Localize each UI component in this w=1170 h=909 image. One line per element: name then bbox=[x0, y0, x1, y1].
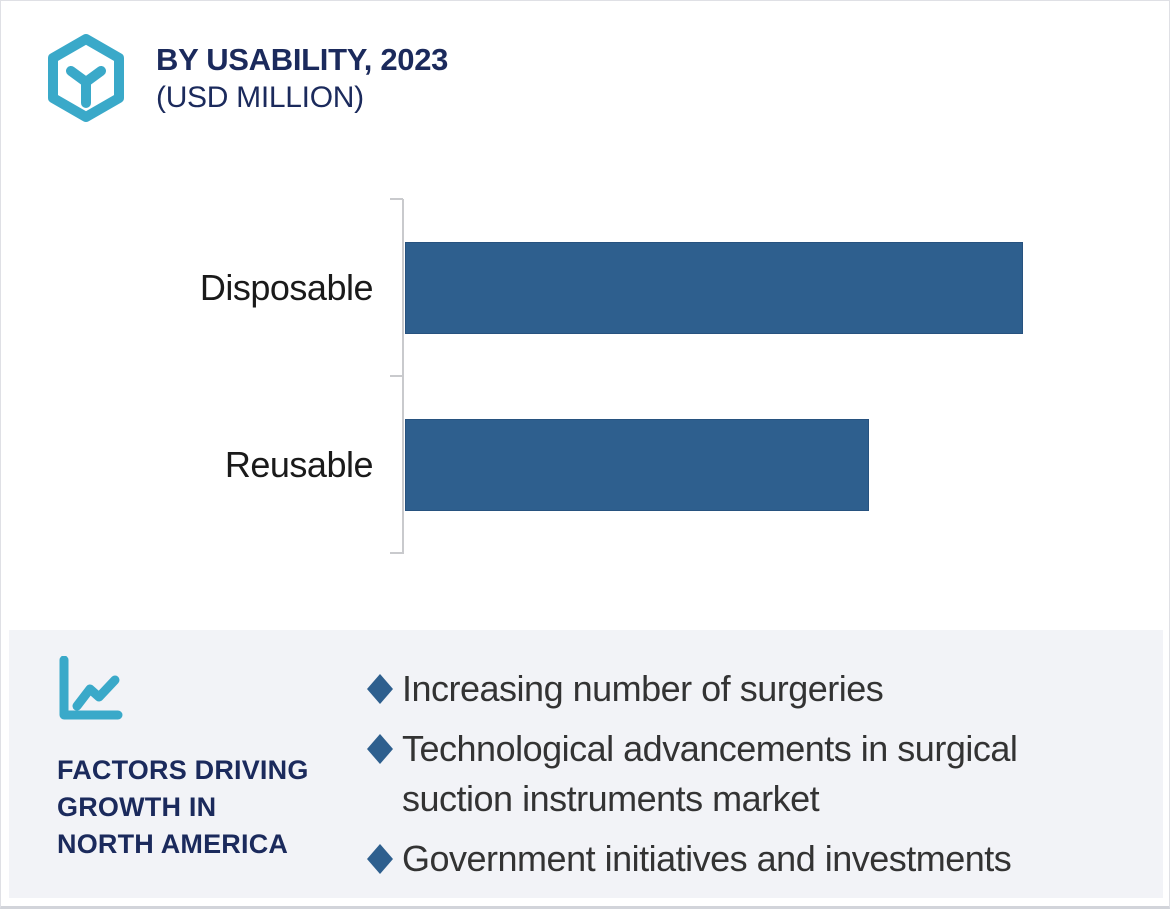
chart-title-block: BY USABILITY, 2023 (USD MILLION) bbox=[156, 41, 448, 117]
factors-heading: FACTORS DRIVING GROWTH IN NORTH AMERICA bbox=[57, 755, 309, 859]
category-label: Reusable bbox=[224, 444, 374, 486]
factor-text: Increasing number of surgeries bbox=[402, 668, 884, 709]
diamond-bullet-icon bbox=[367, 674, 393, 704]
bar-chart: Disposable Reusable bbox=[1, 1, 1169, 621]
bar-disposable bbox=[405, 241, 1023, 334]
category-axis-line bbox=[402, 199, 404, 554]
factor-text: Government initiatives and investments bbox=[402, 838, 1012, 879]
factor-item: Technological advancements in surgical s… bbox=[367, 724, 1087, 824]
bar-reusable bbox=[405, 419, 869, 512]
diamond-bullet-icon bbox=[367, 844, 393, 874]
factor-item: Increasing number of surgeries bbox=[367, 664, 1087, 714]
factor-item: Government initiatives and investments bbox=[367, 834, 1087, 884]
chart-subtitle: (USD MILLION) bbox=[156, 81, 364, 114]
axis-tick bbox=[390, 198, 403, 200]
axis-tick bbox=[390, 375, 403, 377]
hexagon-cube-icon bbox=[48, 34, 124, 122]
line-chart-icon bbox=[59, 656, 123, 720]
chart-title: BY USABILITY, 2023 bbox=[156, 42, 449, 77]
axis-tick bbox=[390, 552, 403, 554]
category-label: Disposable bbox=[199, 266, 374, 308]
diamond-bullet-icon bbox=[367, 734, 393, 764]
factors-list: Increasing number of surgeries Technologi… bbox=[367, 664, 1087, 894]
factor-text: Technological advancements in surgical s… bbox=[402, 728, 1018, 819]
factors-panel: FACTORS DRIVING GROWTH IN NORTH AMERICA … bbox=[9, 630, 1163, 898]
